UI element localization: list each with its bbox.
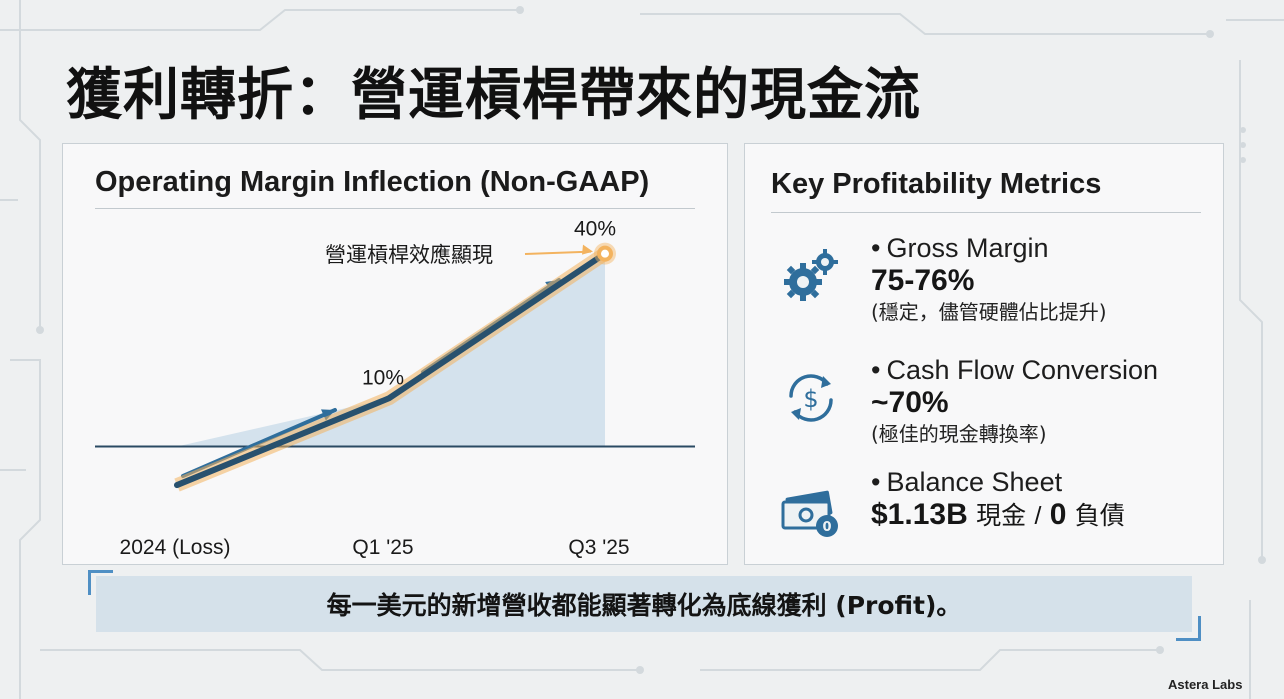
annotation-pointer-head	[582, 244, 593, 255]
separator: /	[1034, 502, 1042, 530]
category-label-1: Q1 '25	[352, 536, 413, 559]
chart-panel: Operating Margin Inflection (Non-GAAP) 1…	[62, 143, 728, 565]
bullet: •	[871, 355, 881, 385]
metric-balance-sheet: 0 • Balance Sheet $1.13B 現金 / 0 負債	[771, 466, 1211, 576]
svg-text:$: $	[803, 385, 818, 413]
metric-note: (極佳的現金轉換率)	[871, 422, 1047, 446]
metric-value: $1.13B 現金 / 0 負債	[871, 498, 1125, 533]
cash-flow-dollar-icon: $	[789, 374, 833, 422]
metrics-panel: Key Profitability Metrics	[744, 143, 1224, 565]
metrics-title-divider	[771, 212, 1201, 213]
trend-arrow-1-head	[321, 409, 335, 421]
data-label-1: 10%	[362, 366, 404, 389]
operating-margin-chart: 10% 40% 營運槓桿效應顯現 2024 (Loss) Q1 '25 Q3 '25	[95, 218, 695, 559]
metric-cash-flow: $ • Cash Flow Conversion ~70% (極佳的現金轉換率)	[771, 354, 1211, 464]
chart-annotation: 營運槓桿效應顯現	[325, 243, 493, 267]
metrics-title: Key Profitability Metrics	[771, 168, 1102, 200]
area-fill	[177, 253, 605, 447]
metric-value: 75-76%	[871, 264, 975, 297]
chart-title: Operating Margin Inflection (Non-GAAP)	[95, 166, 650, 198]
annotation-pointer	[524, 250, 592, 255]
svg-text:0: 0	[822, 520, 831, 535]
metric-note: (穩定，儘管硬體佔比提升)	[871, 300, 1107, 324]
bullet: •	[871, 233, 881, 263]
metric-label: Cash Flow Conversion	[886, 355, 1159, 385]
bullet: •	[871, 467, 881, 497]
gears-icon	[784, 249, 838, 301]
debt-value: 0	[1049, 498, 1067, 531]
money-bills-coin-icon: 0	[781, 490, 838, 537]
metric-gross-margin: • Gross Margin 75-76% (穩定，儘管硬體佔比提升)	[771, 232, 1211, 342]
takeaway-banner: 每一美元的新增營收都能顯著轉化為底線獲利 (Profit)。	[96, 576, 1192, 632]
slide-title: 獲利轉折：營運槓桿帶來的現金流	[66, 63, 921, 128]
brand-label: Astera Labs	[1168, 677, 1243, 692]
banner-corner-top-left	[88, 570, 113, 595]
cash-label: 現金	[976, 502, 1027, 530]
category-label-0: 2024 (Loss)	[120, 536, 231, 559]
highlight-point	[597, 245, 613, 262]
metric-value: ~70%	[871, 386, 949, 419]
category-label-2: Q3 '25	[568, 536, 629, 559]
chart-title-divider	[95, 208, 695, 209]
banner-corner-bottom-right	[1176, 616, 1201, 641]
cash-value: $1.13B	[871, 498, 968, 531]
data-label-2: 40%	[574, 218, 616, 241]
series-line	[174, 250, 608, 489]
metric-label: Gross Margin	[886, 233, 1049, 263]
debt-label: 負債	[1074, 502, 1125, 530]
metric-label: Balance Sheet	[886, 467, 1063, 497]
